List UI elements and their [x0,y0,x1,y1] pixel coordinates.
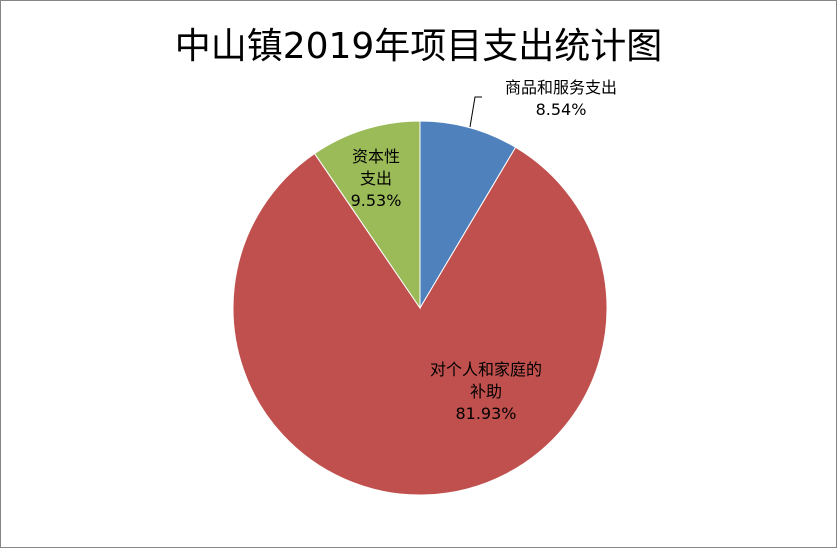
label-name: 资本性支出 [351,147,400,188]
data-label-capital: 资本性支出 9.53% [336,146,416,212]
data-label-personal: 对个人和家庭的 补助 81.93% [401,359,571,425]
pie-slice-1 [232,146,608,496]
chart-title: 中山镇2019年项目支出统计图 [174,26,663,67]
pie-slice-0 [419,120,517,310]
label-name: 对个人和家庭的 [429,360,542,379]
pie-slice-2 [313,120,421,310]
label-name-2: 补助 [469,382,502,401]
label-name: 商品和服务支出 [504,78,617,97]
label-value: 8.54% [535,100,587,119]
leader-line [469,96,482,128]
label-value: 9.53% [350,191,402,210]
data-label-goods: 商品和服务支出 8.54% [471,77,651,121]
label-value: 81.93% [455,404,517,423]
